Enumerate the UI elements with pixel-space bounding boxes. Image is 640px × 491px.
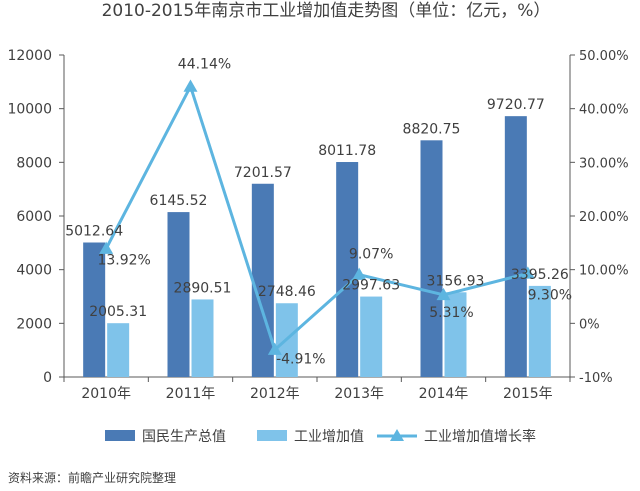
- industry-bar: [107, 323, 130, 377]
- gdp-value-label: 7201.57: [234, 165, 292, 181]
- left-tick-label: 0: [43, 370, 52, 386]
- left-tick-label: 8000: [16, 155, 52, 171]
- source-note: 资料来源：前瞻产业研究院整理: [8, 470, 176, 485]
- x-tick-label: 2015年: [503, 386, 553, 402]
- gdp-value-label: 8011.78: [318, 143, 376, 159]
- growth-rate-marker: [99, 241, 114, 254]
- gdp-value-label: 5012.64: [65, 223, 123, 239]
- growth-rate-label: 5.31%: [429, 305, 473, 321]
- x-tick-label: 2010年: [81, 386, 131, 402]
- gdp-bar: [83, 242, 106, 377]
- industry-bar: [191, 299, 214, 377]
- gdp-bar: [167, 212, 190, 377]
- data-labels: 5012.64 6145.52 7201.57 8011.78 8820.75 9720.…: [65, 56, 572, 367]
- left-tick-label: 10000: [7, 102, 52, 118]
- bars: [83, 116, 551, 378]
- growth-rate-label: 9.30%: [528, 287, 572, 303]
- growth-rate-line: [104, 82, 529, 353]
- gdp-value-label: 9720.77: [487, 97, 545, 113]
- legend-label-gdp: 国民生产总值: [142, 429, 226, 445]
- legend-label-rate: 工业增加值增长率: [424, 428, 536, 445]
- x-tick-label: 2014年: [419, 386, 469, 402]
- industry-bar: [444, 292, 467, 377]
- industry-bar: [528, 285, 551, 377]
- right-tick-label: 50.00%: [579, 49, 629, 64]
- gdp-value-label: 8820.75: [403, 121, 461, 137]
- industry-value-label: 2997.63: [342, 278, 400, 294]
- right-tick-label: 40.00%: [579, 103, 629, 118]
- growth-rate-label: -4.91%: [276, 352, 326, 368]
- right-tick-label: 20.00%: [579, 210, 629, 225]
- gdp-bar: [420, 140, 443, 377]
- right-tick-label: 10.00%: [579, 264, 629, 279]
- growth-line: [99, 79, 535, 355]
- right-tick-label: 0%: [579, 317, 600, 332]
- industry-bar: [360, 296, 383, 377]
- legend-swatch-industry: [257, 430, 287, 441]
- growth-rate-marker: [436, 287, 451, 301]
- x-tick-label: 2013年: [334, 386, 384, 402]
- gdp-value-label: 6145.52: [150, 193, 208, 209]
- axes: 0 2000 4000 6000 8000 10000 12000 -10% 0% 10.00% 2…: [7, 48, 628, 402]
- growth-rate-label: 44.14%: [178, 56, 231, 72]
- x-tick-label: 2012年: [250, 386, 300, 402]
- right-tick-label: 30.00%: [579, 156, 629, 171]
- legend-label-industry: 工业增加值: [294, 429, 364, 445]
- x-tick-label: 2011年: [166, 386, 216, 402]
- gdp-bar: [504, 116, 527, 378]
- industry-value-label: 2005.31: [89, 304, 147, 320]
- legend-swatch-gdp: [105, 430, 135, 441]
- left-tick-label: 4000: [16, 263, 52, 279]
- growth-rate-label: 13.92%: [97, 253, 150, 269]
- industry-value-label: 2748.46: [258, 284, 316, 300]
- growth-rate-marker: [183, 79, 198, 92]
- left-tick-label: 12000: [7, 48, 52, 64]
- growth-rate-label: 9.07%: [349, 247, 393, 263]
- gdp-bar: [251, 183, 274, 377]
- chart-title: 2010-2015年南京市工业增加值走势图（单位：亿元，%）: [102, 1, 551, 21]
- industry-value-label: 2890.51: [174, 280, 232, 296]
- growth-rate-marker: [267, 342, 282, 355]
- legend-marker-rate: [390, 429, 404, 441]
- industry-value-label: 3395.26: [511, 267, 569, 283]
- left-tick-label: 6000: [16, 209, 52, 225]
- legend: 国民生产总值 工业增加值 工业增加值增长率: [105, 428, 536, 445]
- gdp-bar: [336, 162, 359, 377]
- growth-rate-marker: [352, 267, 367, 280]
- industry-value-label: 3156.93: [427, 273, 485, 289]
- right-tick-label: -10%: [579, 371, 613, 386]
- growth-rate-marker: [520, 266, 535, 279]
- left-tick-label: 2000: [16, 316, 52, 332]
